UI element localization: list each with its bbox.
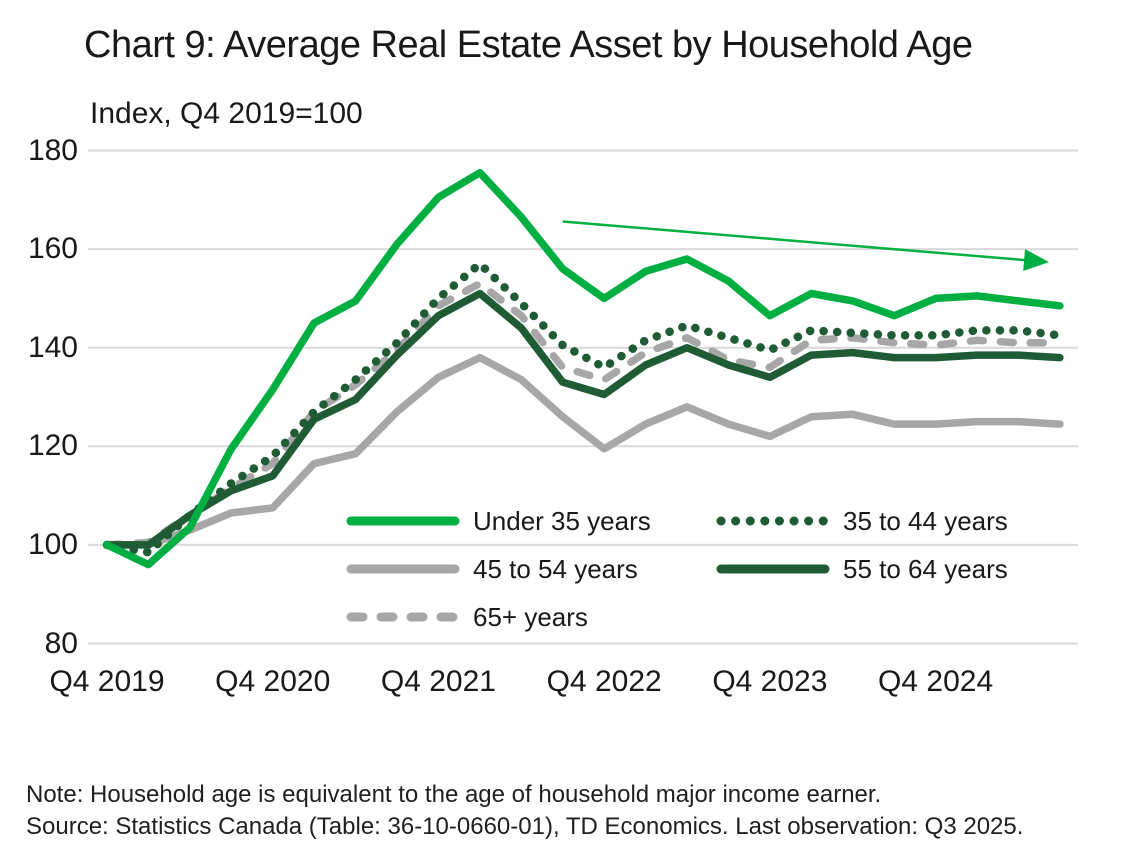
x-tick-label: Q4 2020 bbox=[215, 665, 331, 698]
x-tick-label: Q4 2023 bbox=[712, 665, 828, 698]
y-tick-label: 140 bbox=[27, 330, 78, 364]
legend-item-45-54: 45 to 54 years bbox=[345, 554, 715, 585]
legend-label: 35 to 44 years bbox=[843, 505, 1008, 536]
x-tick-label: Q4 2024 bbox=[878, 665, 994, 698]
legend-label: 55 to 64 years bbox=[843, 553, 1008, 584]
y-tick-label: 160 bbox=[27, 232, 78, 266]
legend-item-55-64: 55 to 64 years bbox=[715, 554, 1085, 585]
legend-item-35-44: 35 to 44 years bbox=[715, 506, 1085, 537]
x-tick-label: Q4 2022 bbox=[546, 665, 662, 698]
y-tick-label: 80 bbox=[44, 626, 78, 660]
y-tick-label: 100 bbox=[27, 527, 78, 561]
legend-swatch-65-plus bbox=[346, 612, 460, 622]
legend-swatch-under-35 bbox=[346, 516, 460, 526]
y-tick-label: 120 bbox=[27, 429, 78, 463]
legend-label: Under 35 years bbox=[473, 505, 651, 536]
x-tick-label: Q4 2021 bbox=[380, 665, 496, 698]
legend-item-65-plus: 65+ years bbox=[345, 602, 737, 633]
legend-swatch-35-44 bbox=[716, 516, 830, 526]
page-title: Chart 9: Average Real Estate Asset by Ho… bbox=[84, 24, 973, 66]
gridlines bbox=[88, 149, 1078, 645]
data-series-lines bbox=[102, 168, 1065, 569]
y-axis-unit-label: Index, Q4 2019=100 bbox=[90, 97, 363, 130]
y-tick-label: 180 bbox=[27, 133, 78, 167]
legend-label: 45 to 54 years bbox=[473, 553, 638, 584]
legend-label: 65+ years bbox=[473, 601, 588, 632]
legend-item-under-35: Under 35 years bbox=[345, 506, 715, 537]
legend-swatch-55-64 bbox=[716, 564, 830, 574]
note-text: Note: Household age is equivalent to the… bbox=[26, 781, 882, 808]
trend-arrow-annotation bbox=[562, 220, 1049, 271]
x-tick-label: Q4 2019 bbox=[49, 665, 165, 698]
source-text: Source: Statistics Canada (Table: 36-10-… bbox=[26, 813, 1024, 840]
legend-swatch-45-54 bbox=[346, 564, 460, 574]
chart-legend: Under 35 years 35 to 44 years 45 to 54 y… bbox=[345, 497, 1085, 641]
